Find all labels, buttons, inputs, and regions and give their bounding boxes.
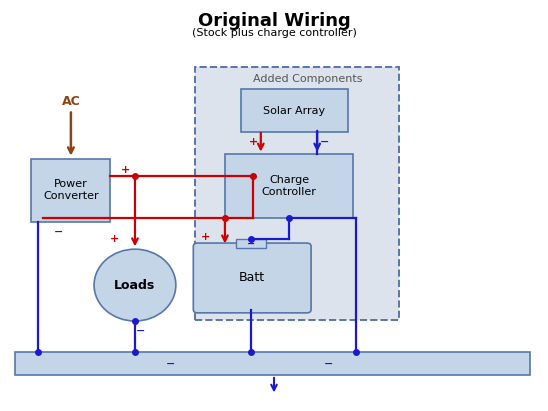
Text: −: −: [136, 326, 145, 336]
FancyBboxPatch shape: [31, 159, 111, 222]
Text: −: −: [247, 239, 255, 249]
FancyBboxPatch shape: [15, 353, 530, 375]
FancyBboxPatch shape: [236, 239, 266, 248]
Text: Charge
Controller: Charge Controller: [261, 175, 316, 197]
FancyBboxPatch shape: [193, 243, 311, 313]
Text: Power
Converter: Power Converter: [43, 179, 99, 201]
Text: +: +: [121, 165, 130, 175]
Text: (Stock plus charge controller): (Stock plus charge controller): [192, 28, 356, 38]
FancyBboxPatch shape: [195, 67, 399, 320]
Text: Solar Array: Solar Array: [264, 106, 326, 115]
Text: −: −: [165, 359, 175, 369]
Text: +: +: [201, 232, 210, 242]
Text: Added Components: Added Components: [253, 74, 362, 84]
Text: −: −: [324, 359, 333, 369]
Text: Batt: Batt: [239, 271, 265, 284]
Text: −: −: [320, 137, 329, 147]
Text: +: +: [248, 137, 258, 147]
Text: Loads: Loads: [115, 279, 156, 291]
Text: Original Wiring: Original Wiring: [198, 12, 350, 30]
Text: −: −: [54, 227, 64, 237]
Text: AC: AC: [61, 95, 80, 108]
FancyBboxPatch shape: [225, 155, 353, 218]
Ellipse shape: [94, 249, 176, 321]
Text: +: +: [110, 234, 119, 244]
FancyBboxPatch shape: [241, 89, 347, 132]
